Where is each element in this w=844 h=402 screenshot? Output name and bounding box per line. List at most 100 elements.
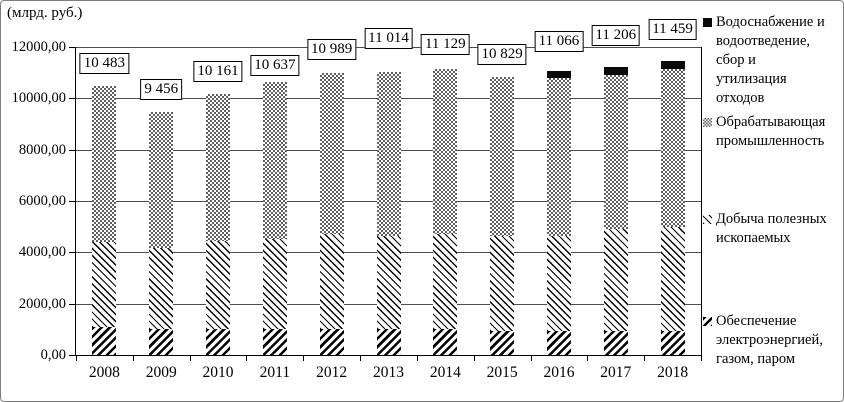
y-axis-tick bbox=[69, 355, 75, 356]
legend-label-line: Добыча полезных bbox=[716, 211, 827, 227]
x-axis-line bbox=[75, 355, 702, 356]
legend-label: Добыча полезных ископаемых bbox=[716, 210, 827, 248]
legend-label-line: утилизация bbox=[716, 71, 787, 87]
bar-total-label: 11 066 bbox=[534, 31, 584, 52]
y-axis-tick-label: 4000,00 bbox=[18, 244, 66, 260]
y-axis-tick bbox=[69, 201, 75, 202]
bar-total-label: 10 989 bbox=[307, 39, 357, 60]
bar-segment-2014-series1 bbox=[433, 234, 457, 329]
bar-segment-2008-series2 bbox=[92, 86, 116, 242]
bar-segment-2014-series2 bbox=[433, 69, 457, 234]
legend-item: Обеспечение электроэнергией, газом, паром bbox=[703, 312, 823, 369]
legend-label-line: сбор и bbox=[716, 52, 756, 68]
bar-total-label: 11 206 bbox=[591, 25, 641, 46]
bar-segment-2011-series2 bbox=[263, 82, 287, 239]
bar-segment-2008-series0 bbox=[92, 327, 116, 355]
x-axis-tick bbox=[133, 356, 134, 361]
x-axis-category-label: 2016 bbox=[543, 364, 575, 381]
x-axis-category-label: 2013 bbox=[373, 364, 404, 381]
y-axis-tick-label: 8000,00 bbox=[18, 142, 66, 158]
x-axis-category-label: 2015 bbox=[486, 364, 518, 381]
legend-label-line: водоотведение, bbox=[716, 33, 811, 49]
bar-segment-2011-series0 bbox=[263, 329, 287, 355]
bar-segment-2012-series0 bbox=[320, 329, 344, 355]
bar-total-label: 10 483 bbox=[79, 53, 130, 74]
x-axis-tick bbox=[190, 356, 191, 361]
y-axis-tick-label: 12000,00 bbox=[11, 39, 66, 55]
bar-segment-2017-series3 bbox=[604, 67, 628, 75]
y-axis-tick-label: 0,00 bbox=[40, 347, 66, 363]
x-axis-category-label: 2010 bbox=[202, 364, 234, 381]
bar-segment-2017-series1 bbox=[604, 229, 628, 331]
bar-segment-2008-series1 bbox=[92, 242, 116, 327]
x-axis-tick bbox=[587, 356, 588, 361]
legend-marker-hatch-forward-bold-icon bbox=[703, 317, 712, 326]
bar-total-label: 11 459 bbox=[648, 19, 697, 40]
legend-marker-solid-black-icon bbox=[703, 18, 712, 27]
x-axis-tick bbox=[417, 356, 418, 361]
legend-label-line: Водоснабжение и bbox=[716, 14, 825, 30]
bar-segment-2014-series0 bbox=[433, 329, 457, 355]
bar-segment-2016-series3 bbox=[547, 71, 571, 78]
x-axis-tick bbox=[360, 356, 361, 361]
bar-total-label: 10 637 bbox=[250, 55, 300, 76]
bar-segment-2009-series0 bbox=[149, 329, 173, 355]
legend: Водоснабжение и водоотведение, сбор и утили… bbox=[703, 1, 843, 401]
x-axis-category-label: 2008 bbox=[88, 364, 120, 381]
x-axis-tick bbox=[474, 356, 475, 361]
y-axis-tick bbox=[69, 47, 75, 48]
bar-total-label: 9 456 bbox=[140, 79, 183, 100]
bar-total-label: 11 014 bbox=[364, 28, 413, 49]
x-axis-category-label: 2011 bbox=[259, 364, 291, 381]
x-axis-category-label: 2012 bbox=[316, 364, 348, 381]
bar-segment-2015-series2 bbox=[490, 77, 514, 236]
x-axis-tick bbox=[644, 356, 645, 361]
bar-segment-2018-series1 bbox=[661, 227, 685, 331]
y-axis-tick bbox=[69, 304, 75, 305]
bar-segment-2009-series1 bbox=[149, 248, 173, 329]
legend-marker-hatch-back-thin-icon bbox=[703, 215, 712, 224]
y-axis-tick-label: 10000,00 bbox=[11, 90, 66, 106]
bar-segment-2016-series0 bbox=[547, 331, 571, 355]
legend-item: Обрабатывающая промышленность bbox=[703, 113, 825, 151]
bar-segment-2010-series2 bbox=[206, 94, 230, 241]
y-axis-tick bbox=[69, 252, 75, 253]
bar-segment-2012-series2 bbox=[320, 73, 344, 234]
legend-label: Водоснабжение и водоотведение, сбор и утили… bbox=[716, 13, 825, 108]
bar-segment-2011-series1 bbox=[263, 239, 287, 329]
bar-segment-2015-series0 bbox=[490, 331, 514, 355]
bar-segment-2016-series1 bbox=[547, 236, 571, 331]
x-axis-category-label: 2009 bbox=[145, 364, 177, 381]
bar-total-label: 10 829 bbox=[477, 44, 527, 65]
y-axis-tick-label: 2000,00 bbox=[18, 296, 66, 312]
bar-segment-2009-series2 bbox=[149, 112, 173, 248]
legend-label-line: промышленность bbox=[716, 133, 825, 149]
y-axis-tick bbox=[69, 98, 75, 99]
bar-segment-2018-series2 bbox=[661, 69, 685, 227]
legend-label-line: Обеспечение bbox=[716, 313, 797, 329]
bar-segment-2015-series1 bbox=[490, 236, 514, 331]
x-axis-tick bbox=[701, 356, 702, 361]
x-axis-category-label: 2017 bbox=[600, 364, 632, 381]
legend-label-line: Обрабатывающая bbox=[716, 114, 826, 130]
x-axis-tick bbox=[76, 356, 77, 361]
plot-right-border bbox=[701, 47, 702, 355]
bar-segment-2017-series2 bbox=[604, 75, 628, 229]
legend-label-line: электроэнергией, bbox=[716, 332, 823, 348]
y-axis-tick bbox=[69, 150, 75, 151]
bar-segment-2013-series2 bbox=[377, 72, 401, 236]
legend-marker-checker-gray-icon bbox=[703, 118, 712, 127]
bar-segment-2016-series2 bbox=[547, 78, 571, 236]
y-axis-tick-label: 6000,00 bbox=[18, 193, 66, 209]
legend-label: Обеспечение электроэнергией, газом, паром bbox=[716, 312, 823, 369]
bar-segment-2010-series1 bbox=[206, 241, 230, 329]
bar-segment-2018-series0 bbox=[661, 331, 685, 355]
legend-label: Обрабатывающая промышленность bbox=[716, 113, 825, 151]
x-axis-category-label: 2018 bbox=[657, 364, 689, 381]
x-axis-tick bbox=[531, 356, 532, 361]
axis-units-title: (млрд. руб.) bbox=[7, 5, 83, 21]
bar-segment-2013-series0 bbox=[377, 329, 401, 355]
legend-item: Добыча полезных ископаемых bbox=[703, 210, 827, 248]
bar-segment-2017-series0 bbox=[604, 331, 628, 355]
